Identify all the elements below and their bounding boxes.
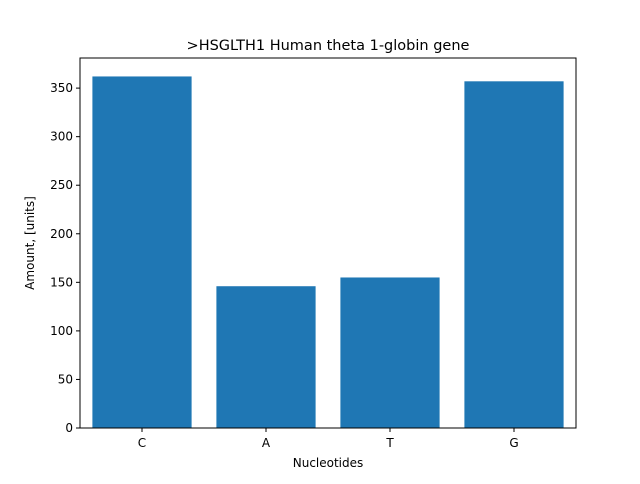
y-axis-label: Amount, [units] <box>23 196 37 290</box>
bars-layer <box>92 76 564 428</box>
x-axis-label: Nucleotides <box>293 456 364 470</box>
bar-a <box>216 286 316 428</box>
plot-frame <box>79 57 577 429</box>
y-tick-label: 200 <box>50 227 73 241</box>
x-tick-label: T <box>385 436 394 450</box>
y-tick-label: 300 <box>50 130 73 144</box>
x-tick-label: A <box>262 436 271 450</box>
bar-c <box>92 76 192 428</box>
y-tick-label: 350 <box>50 81 73 95</box>
y-tick-label: 0 <box>65 421 73 435</box>
bar-g <box>464 81 564 428</box>
y-tick-label: 50 <box>58 372 73 386</box>
bar-t <box>340 277 440 428</box>
x-tick-label: G <box>509 436 518 450</box>
chart-title: >HSGLTH1 Human theta 1-globin gene <box>187 38 470 54</box>
x-tick-label: C <box>138 436 146 450</box>
y-tick-label: 150 <box>50 275 73 289</box>
y-tick-label: 250 <box>50 178 73 192</box>
y-tick-label: 100 <box>50 324 73 338</box>
y-axis-ticks: 0 50 100 150 200 250 300 350 <box>50 81 80 435</box>
